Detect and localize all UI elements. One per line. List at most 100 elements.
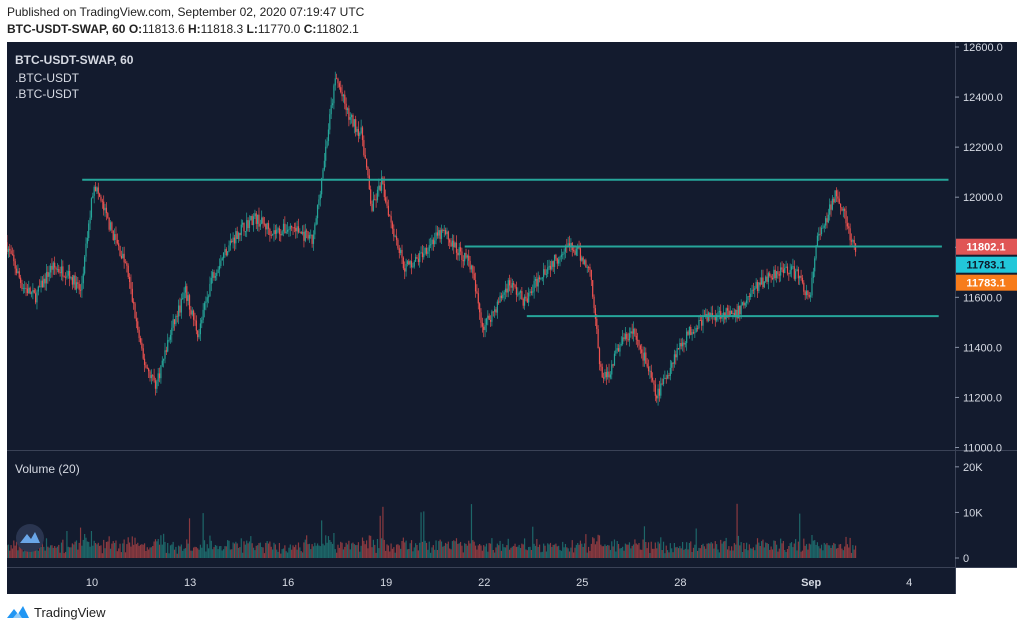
- candle-body: [447, 231, 449, 240]
- volume-bar: [235, 541, 237, 558]
- volume-bar: [825, 544, 827, 558]
- volume-bar: [547, 543, 549, 558]
- candle-body: [311, 234, 313, 244]
- volume-bar: [626, 544, 628, 558]
- volume-bar: [274, 544, 276, 558]
- candle-body: [536, 279, 538, 287]
- volume-bar: [438, 541, 440, 558]
- candle-body: [597, 329, 599, 349]
- candle-body: [58, 269, 60, 272]
- volume-bar: [428, 541, 430, 558]
- volume-bar: [390, 543, 392, 558]
- candle-body: [672, 362, 674, 364]
- volume-bar: [36, 544, 38, 558]
- candle-body: [64, 276, 67, 278]
- candle-body: [510, 285, 512, 288]
- candle-body: [171, 327, 173, 335]
- price-chart[interactable]: 11000.011200.011400.011600.011800.012000…: [7, 42, 1017, 594]
- volume-bar: [158, 544, 161, 558]
- volume-bar: [195, 547, 197, 558]
- volume-bar: [133, 544, 135, 558]
- candle-body: [695, 328, 697, 333]
- candle-body: [270, 235, 272, 236]
- time-axis[interactable]: [7, 567, 955, 594]
- volume-bar: [594, 544, 597, 558]
- volume-bar: [293, 547, 295, 558]
- candle-body: [385, 197, 387, 202]
- candle-body: [631, 331, 633, 334]
- price-tick-label: 12000.0: [963, 192, 1003, 204]
- candle-body: [59, 272, 61, 274]
- volume-bar: [394, 552, 396, 558]
- volume-bar: [51, 545, 53, 558]
- candle-body: [29, 287, 31, 294]
- volume-bar: [175, 546, 177, 558]
- candle-body: [232, 237, 234, 243]
- volume-bar: [331, 543, 334, 558]
- volume-bar: [545, 551, 547, 558]
- candle-body: [419, 253, 421, 262]
- volume-bar: [741, 552, 744, 558]
- candle-body: [504, 288, 507, 293]
- candle-body: [161, 360, 163, 366]
- volume-bar: [63, 553, 65, 558]
- time-tick-label: 22: [478, 577, 490, 589]
- candle-body: [842, 209, 844, 211]
- candle-body: [246, 220, 248, 232]
- candle-body: [820, 227, 823, 235]
- volume-bar: [237, 548, 240, 558]
- volume-bar: [541, 551, 543, 558]
- volume-bar: [47, 546, 49, 558]
- candle-body: [752, 289, 755, 291]
- candle-body: [819, 233, 821, 235]
- candle-body: [107, 213, 109, 218]
- candle-body: [755, 281, 757, 289]
- volume-bar: [257, 545, 259, 558]
- candle-body: [812, 271, 814, 278]
- candle-body: [600, 364, 602, 367]
- candle-body: [48, 272, 50, 277]
- volume-bar: [747, 550, 749, 558]
- volume-bar: [300, 551, 302, 558]
- volume-bar: [124, 552, 127, 558]
- candle-body: [273, 230, 275, 235]
- volume-bar: [849, 537, 851, 558]
- candle-body: [36, 291, 38, 303]
- candle-body: [489, 320, 492, 322]
- candle-body: [810, 295, 812, 297]
- volume-bar: [120, 552, 123, 558]
- candle-body: [839, 203, 842, 208]
- volume-bar: [312, 546, 315, 558]
- volume-bar: [163, 533, 165, 558]
- candle-body: [217, 269, 219, 273]
- candle-body: [123, 253, 125, 263]
- candle-body: [355, 119, 357, 132]
- candle-body: [673, 354, 676, 364]
- volume-bar: [556, 546, 558, 558]
- candle-body: [240, 224, 242, 236]
- tradingview-watermark-icon: [16, 524, 44, 552]
- candle-body: [207, 296, 210, 298]
- candle-body: [568, 243, 571, 247]
- volume-bar: [499, 540, 501, 558]
- candle-body: [609, 374, 611, 378]
- footer-brand[interactable]: TradingView: [6, 604, 106, 620]
- candle-body: [116, 239, 118, 244]
- volume-bar: [654, 542, 656, 558]
- volume-bar: [425, 542, 428, 558]
- candle-body: [258, 214, 260, 227]
- candle-body: [331, 103, 334, 106]
- volume-bar: [193, 547, 195, 558]
- candle-body: [202, 309, 204, 320]
- volume-bar: [528, 547, 530, 558]
- volume-bar: [240, 538, 242, 558]
- candle-body: [63, 276, 65, 278]
- candle-body: [601, 366, 603, 378]
- price-tick-label: 11200.0: [963, 392, 1002, 404]
- volume-bar: [301, 552, 304, 558]
- candle-body: [41, 280, 44, 288]
- price-axis[interactable]: [955, 42, 1017, 567]
- candle-body: [438, 230, 440, 236]
- volume-bar: [575, 544, 577, 558]
- candle-body: [250, 215, 252, 221]
